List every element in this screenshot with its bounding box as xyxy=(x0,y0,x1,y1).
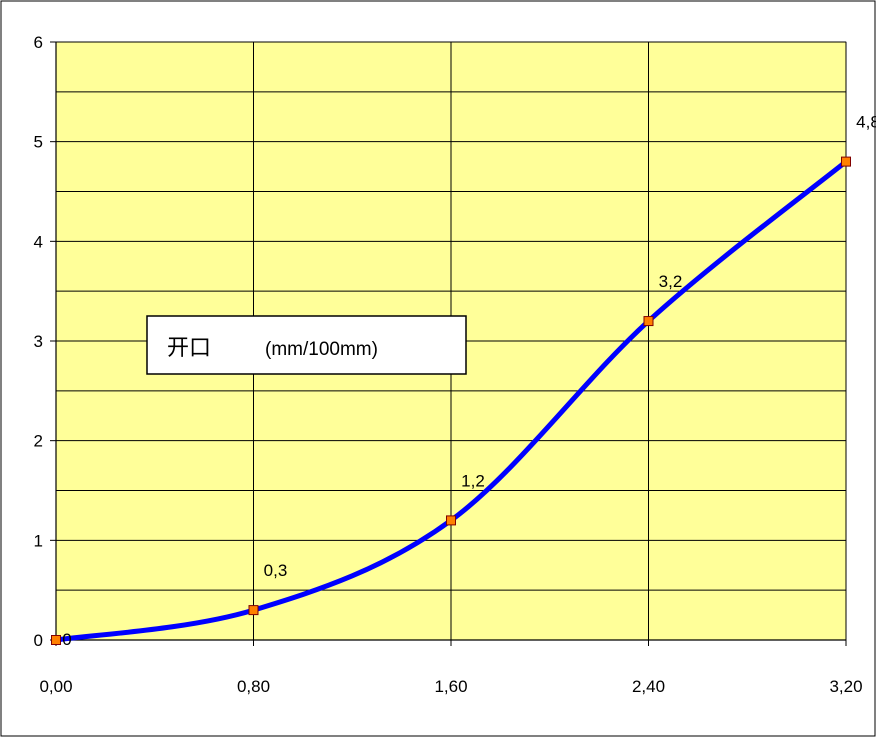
data-label: 4,8 xyxy=(856,113,876,132)
x-tick-label: 3,20 xyxy=(829,677,862,696)
data-labels: 0 0,3 1,2 3,2 4,8 xyxy=(62,113,876,649)
y-tick-label: 0 xyxy=(34,631,43,650)
y-tick-label: 5 xyxy=(34,133,43,152)
y-tick-label: 1 xyxy=(34,531,43,550)
data-point-marker xyxy=(51,635,61,645)
x-tick-label: 0,80 xyxy=(237,677,270,696)
data-label: 1,2 xyxy=(461,471,485,490)
data-point-marker xyxy=(643,316,654,327)
data-label: 3,2 xyxy=(659,272,683,291)
y-tick-label: 2 xyxy=(34,432,43,451)
data-label: 0,3 xyxy=(264,561,288,580)
annotation-box: 开口 (mm/100mm) xyxy=(146,315,467,375)
data-label: 0 xyxy=(62,630,71,649)
y-tick-label: 6 xyxy=(34,33,43,52)
y-tick-label: 4 xyxy=(34,232,43,251)
x-tick-label: 0,00 xyxy=(39,677,72,696)
annotation-text: 开口 xyxy=(167,336,211,361)
y-tick-label: 3 xyxy=(34,332,43,351)
axes xyxy=(50,41,847,646)
data-point-marker xyxy=(446,515,456,526)
x-tick-label: 2,40 xyxy=(632,677,665,696)
data-point-marker xyxy=(841,156,851,167)
x-tick-label: 1,60 xyxy=(434,677,467,696)
series-line xyxy=(53,159,849,643)
annotation-unit: (mm/100mm) xyxy=(265,339,378,360)
series-layer xyxy=(51,156,851,645)
annotation-frame xyxy=(146,315,467,375)
data-point-marker xyxy=(248,605,259,616)
